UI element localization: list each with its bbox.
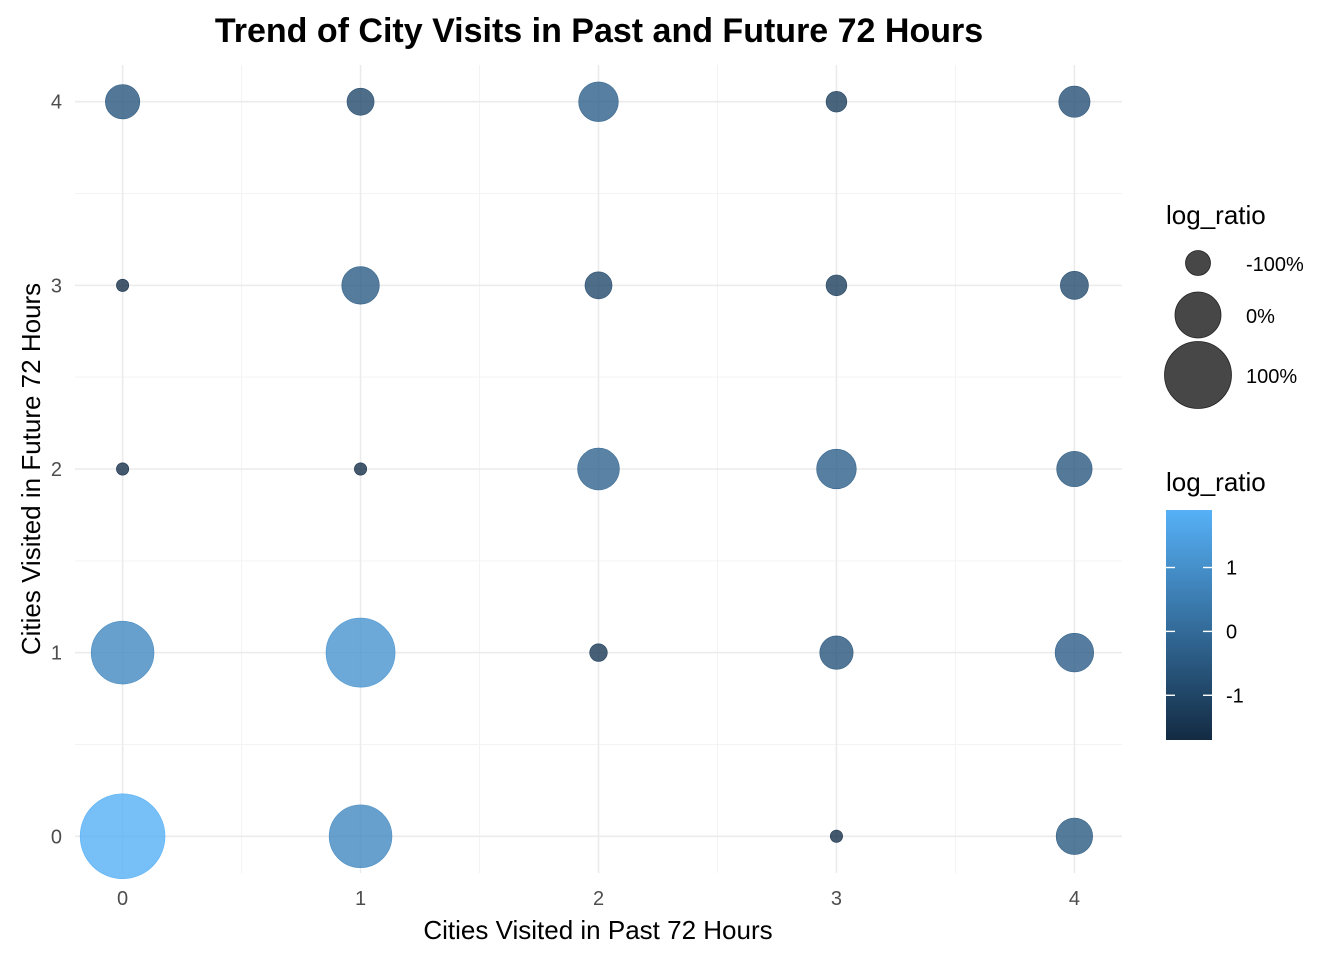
colorbar-tick-label: -1 <box>1226 685 1244 707</box>
data-point <box>341 266 380 305</box>
data-point <box>816 448 857 490</box>
data-point <box>116 278 130 292</box>
data-point <box>825 274 848 297</box>
size-legend-label: 100% <box>1246 366 1297 388</box>
data-point <box>79 793 166 879</box>
data-point <box>1060 270 1089 300</box>
data-point <box>584 271 613 300</box>
y-tick-label: 3 <box>51 275 62 297</box>
colorbar-tick-label: 1 <box>1226 558 1237 580</box>
data-point <box>90 620 155 685</box>
data-point <box>1056 450 1093 488</box>
data-point <box>577 447 620 491</box>
y-tick-label: 4 <box>51 92 62 114</box>
data-point <box>1058 85 1091 118</box>
data-point <box>1054 633 1095 673</box>
data-point <box>829 829 843 843</box>
color-legend: log_ratio 1 0 -1 <box>1166 467 1266 740</box>
x-axis-ticks: 0 1 2 3 4 <box>117 888 1080 910</box>
data-point <box>328 804 393 868</box>
x-tick-label: 4 <box>1069 888 1080 910</box>
y-tick-label: 1 <box>51 643 62 665</box>
size-legend-title: log_ratio <box>1166 200 1266 230</box>
data-point <box>325 617 396 688</box>
y-tick-label: 2 <box>51 459 62 481</box>
x-tick-label: 0 <box>117 888 128 910</box>
x-axis-title: Cities Visited in Past 72 Hours <box>423 915 772 945</box>
y-tick-label: 0 <box>51 826 62 848</box>
x-tick-label: 2 <box>593 888 604 910</box>
colorbar <box>1166 510 1212 740</box>
size-legend-label: 0% <box>1246 306 1275 328</box>
data-point <box>589 643 608 662</box>
data-point <box>116 462 130 476</box>
size-legend: log_ratio -100% 0% 100% <box>1164 200 1304 409</box>
data-point <box>354 462 368 476</box>
chart-title: Trend of City Visits in Past and Future … <box>215 12 983 50</box>
color-legend-title: log_ratio <box>1166 467 1266 497</box>
x-tick-label: 1 <box>355 888 366 910</box>
data-point <box>819 635 854 670</box>
size-legend-key <box>1185 250 1211 276</box>
x-tick-label: 3 <box>831 888 842 910</box>
colorbar-tick-label: 0 <box>1226 621 1237 643</box>
data-point <box>346 87 375 116</box>
size-legend-key <box>1174 291 1222 339</box>
data-point <box>1055 817 1093 855</box>
y-axis-title: Cities Visited in Future 72 Hours <box>16 283 46 655</box>
data-points <box>79 81 1095 879</box>
data-point <box>825 91 848 113</box>
data-point <box>105 84 141 120</box>
size-legend-key <box>1164 341 1232 409</box>
size-legend-label: -100% <box>1246 254 1304 276</box>
data-point <box>578 81 619 122</box>
y-axis-ticks: 0 1 2 3 4 <box>51 92 62 849</box>
